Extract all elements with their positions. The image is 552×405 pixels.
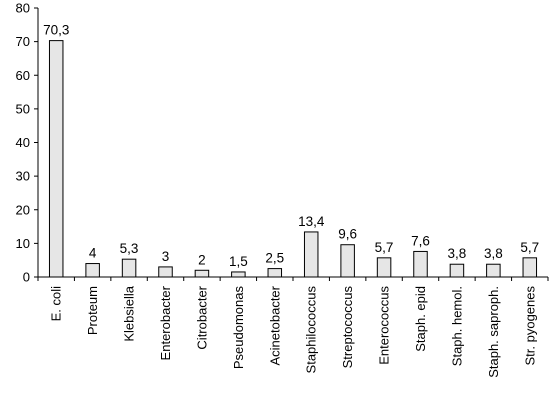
x-axis (37, 276, 549, 281)
bar-10 (413, 250, 428, 278)
category-label-6: Acinetobacter (267, 285, 282, 365)
category-label-3: Enterobacter (158, 285, 173, 360)
category-label-12: Staph. saproph. (486, 286, 501, 378)
bar-13 (522, 257, 538, 278)
data-label-8: 9,6 (338, 227, 357, 242)
data-label-6: 2,5 (265, 251, 284, 266)
y-tick-label: 70 (16, 34, 30, 49)
bar-12 (486, 263, 501, 278)
bar-3 (158, 266, 173, 278)
data-label-0: 70,3 (43, 23, 69, 38)
category-label-10: Staph. epid (413, 286, 428, 352)
data-label-10: 7,6 (411, 233, 430, 248)
category-label-13: Str. pyogenes (522, 286, 537, 366)
data-labels: 70,3 4 5,3 3 2 1,5 2,5 13,4 9,6 5,7 7,6 3,8 3,8 5,7 (43, 23, 539, 269)
data-label-3: 3 (162, 249, 170, 264)
bars (48, 40, 538, 278)
category-label-1: Proteum (85, 286, 100, 335)
bar-8 (340, 244, 355, 278)
data-label-9: 5,7 (375, 240, 394, 255)
data-label-4: 2 (198, 252, 206, 267)
y-axis: 0 10 20 30 40 50 60 70 80 (16, 1, 39, 285)
y-tick-label: 40 (16, 135, 30, 150)
bar-0 (48, 40, 64, 278)
y-tick-label: 30 (16, 169, 30, 184)
category-label-2: Klebsiella (122, 285, 137, 341)
category-label-4: Citrobacter (194, 285, 209, 349)
y-tick-label: 50 (16, 101, 30, 116)
data-label-12: 3,8 (484, 246, 503, 261)
category-label-9: Enterococcus (377, 286, 392, 365)
data-label-1: 4 (89, 246, 97, 261)
y-tick-label: 20 (16, 202, 30, 217)
data-label-13: 5,7 (520, 240, 539, 255)
data-label-5: 1,5 (229, 254, 248, 269)
y-tick-label: 10 (16, 236, 30, 251)
bar-1 (85, 263, 100, 278)
bar-11 (449, 263, 465, 278)
bar-4 (194, 269, 210, 278)
data-label-11: 3,8 (448, 246, 467, 261)
category-label-11: Staph. hemol. (449, 286, 464, 366)
y-tick-label: 80 (16, 1, 30, 16)
bar-6 (267, 268, 283, 278)
bar-5 (231, 271, 246, 278)
category-labels: E. coli Proteum Klebsiella Enterobacter Citr… (49, 285, 538, 378)
category-label-5: Pseudomonas (231, 286, 246, 370)
bar-9 (376, 257, 392, 278)
y-tick-label: 60 (16, 68, 30, 83)
bar-7 (303, 231, 319, 278)
category-label-8: Streptococcus (340, 286, 355, 369)
bar-2 (121, 258, 137, 278)
category-label-7: Staphilococcus (304, 286, 319, 374)
y-tick-label: 0 (23, 270, 30, 285)
data-label-7: 13,4 (298, 214, 325, 229)
category-label-0: E. coli (49, 286, 64, 322)
data-label-2: 5,3 (120, 241, 139, 256)
